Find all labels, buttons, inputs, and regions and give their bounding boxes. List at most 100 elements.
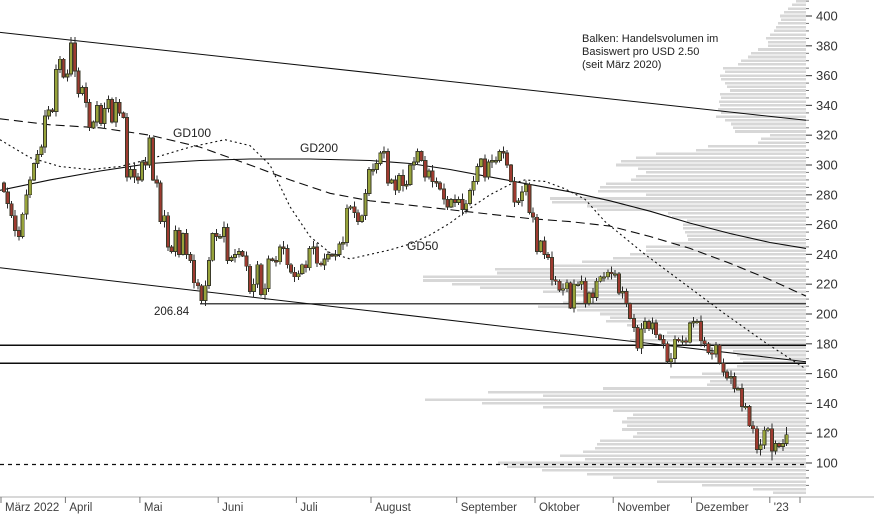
candle <box>344 207 349 243</box>
candle <box>646 320 651 330</box>
candle <box>736 388 741 391</box>
candle <box>724 371 730 379</box>
candle <box>139 161 144 181</box>
candle <box>497 151 502 161</box>
candle <box>572 283 577 309</box>
candle <box>587 292 592 304</box>
candle <box>397 174 402 191</box>
candle <box>657 334 663 340</box>
candle <box>732 376 737 389</box>
candle <box>650 322 655 330</box>
candle <box>240 250 245 257</box>
candle <box>285 247 290 266</box>
candle <box>80 87 85 94</box>
gd100-line <box>0 118 807 297</box>
candle <box>404 183 409 187</box>
candle <box>564 282 569 290</box>
x-month-label: September <box>461 502 517 514</box>
candle <box>151 137 156 181</box>
candle <box>356 212 361 223</box>
candle <box>762 429 767 446</box>
candle <box>758 444 763 451</box>
x-month-label: Dezember <box>695 502 748 514</box>
candle <box>449 198 454 208</box>
candle <box>255 264 260 285</box>
candle <box>739 388 744 407</box>
candle <box>83 87 89 103</box>
candle <box>315 246 320 264</box>
candle <box>270 258 275 261</box>
y-axis-label: 200 <box>816 307 838 322</box>
candle <box>288 264 294 273</box>
x-month-label: August <box>375 502 412 514</box>
y-axis-label: 260 <box>816 217 838 232</box>
candle <box>777 443 782 448</box>
candle <box>516 200 521 203</box>
candle <box>42 115 48 148</box>
candle <box>683 340 689 343</box>
candle <box>493 160 499 163</box>
candle <box>430 170 435 182</box>
candle <box>292 271 297 278</box>
candle <box>300 264 305 275</box>
candle <box>378 152 383 164</box>
candle <box>423 160 428 178</box>
candle <box>1 182 7 193</box>
candle <box>363 192 368 217</box>
candle <box>434 180 439 184</box>
candle <box>233 253 238 258</box>
annotation-line: (seit März 2020) <box>582 59 661 71</box>
gd200-label: GD200 <box>300 141 338 155</box>
candle <box>69 42 74 75</box>
candle <box>147 137 152 166</box>
candle <box>721 362 726 373</box>
candle <box>318 262 323 266</box>
candle <box>173 230 178 252</box>
candle <box>773 443 778 452</box>
candle <box>9 203 14 217</box>
candle <box>35 154 40 164</box>
candle <box>426 170 431 178</box>
gd50-label: GD50 <box>407 239 439 253</box>
candle <box>72 42 77 72</box>
candle <box>311 246 316 249</box>
candle <box>628 303 633 319</box>
candle <box>400 174 405 187</box>
candle <box>486 161 491 178</box>
candle <box>393 179 398 191</box>
candle <box>218 236 223 239</box>
candle <box>743 405 748 409</box>
candle <box>76 70 81 94</box>
candle <box>408 164 413 185</box>
candle <box>162 215 167 223</box>
candle <box>751 425 756 430</box>
candle <box>654 322 659 336</box>
candle <box>635 326 640 349</box>
candle <box>445 198 450 208</box>
y-axis-label: 400 <box>816 9 838 24</box>
candle <box>568 282 573 309</box>
candle <box>382 151 387 154</box>
candle <box>199 285 204 302</box>
candle <box>717 344 722 364</box>
candle <box>441 188 446 200</box>
candle <box>154 179 159 184</box>
candle <box>512 180 517 203</box>
candle <box>411 161 417 166</box>
candle <box>456 198 461 203</box>
candle <box>352 206 357 214</box>
candle <box>110 98 115 123</box>
candle <box>251 283 256 293</box>
annotation-line: Basiswert pro USD 2.50 <box>582 46 699 58</box>
candle <box>471 180 476 191</box>
y-axis-label: 240 <box>816 247 838 262</box>
candle <box>691 320 696 324</box>
candle <box>322 258 327 266</box>
lower-trendline <box>0 267 807 363</box>
candle <box>631 318 636 328</box>
candle <box>20 213 25 238</box>
candle <box>39 146 44 155</box>
candle <box>337 243 342 255</box>
